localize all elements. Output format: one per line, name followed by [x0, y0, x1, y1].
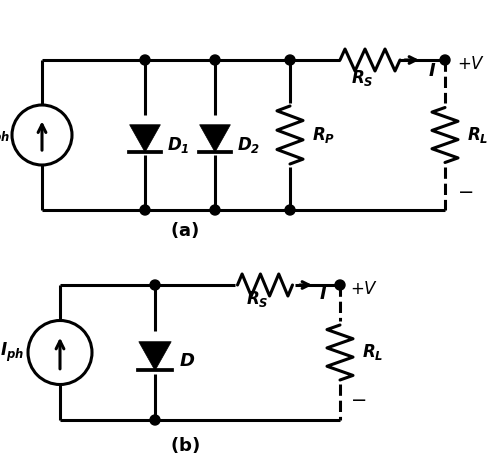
- Circle shape: [210, 55, 220, 65]
- Polygon shape: [200, 125, 230, 152]
- Text: $\bfit{D}$: $\bfit{D}$: [179, 351, 195, 370]
- Text: $+V$: $+V$: [457, 55, 486, 73]
- Text: $+V$: $+V$: [350, 280, 378, 298]
- Text: $-$: $-$: [457, 181, 473, 200]
- Text: $\bfit{I}_{ph}$: $\bfit{I}_{ph}$: [0, 341, 24, 364]
- Polygon shape: [139, 342, 171, 371]
- Text: $\bfit{R}_L$: $\bfit{R}_L$: [467, 125, 488, 145]
- Circle shape: [150, 415, 160, 425]
- Text: $\bfit{R}_P$: $\bfit{R}_P$: [312, 125, 336, 145]
- Text: $\bfit{R}_S$: $\bfit{R}_S$: [246, 289, 268, 309]
- Text: $\bfit{I}$: $\bfit{I}$: [319, 285, 327, 303]
- Text: $\bfit{R}_S$: $\bfit{R}_S$: [350, 68, 374, 88]
- Text: $-$: $-$: [350, 389, 366, 408]
- Text: $\bfit{D}_2$: $\bfit{D}_2$: [237, 135, 260, 155]
- Circle shape: [140, 205, 150, 215]
- Circle shape: [335, 280, 345, 290]
- Circle shape: [440, 55, 450, 65]
- Polygon shape: [130, 125, 160, 152]
- Circle shape: [140, 55, 150, 65]
- Text: $\bfit{R}_L$: $\bfit{R}_L$: [362, 342, 384, 363]
- Circle shape: [210, 205, 220, 215]
- Text: $\mathbf{(b)}$: $\mathbf{(b)}$: [170, 435, 200, 455]
- Text: $\bfit{D}_1$: $\bfit{D}_1$: [167, 135, 190, 155]
- Circle shape: [285, 55, 295, 65]
- Text: $\bfit{I}_{ph}$: $\bfit{I}_{ph}$: [0, 123, 10, 147]
- Text: $\mathbf{(a)}$: $\mathbf{(a)}$: [170, 220, 200, 240]
- Circle shape: [285, 205, 295, 215]
- Circle shape: [150, 280, 160, 290]
- Text: $\bfit{I}$: $\bfit{I}$: [428, 62, 436, 80]
